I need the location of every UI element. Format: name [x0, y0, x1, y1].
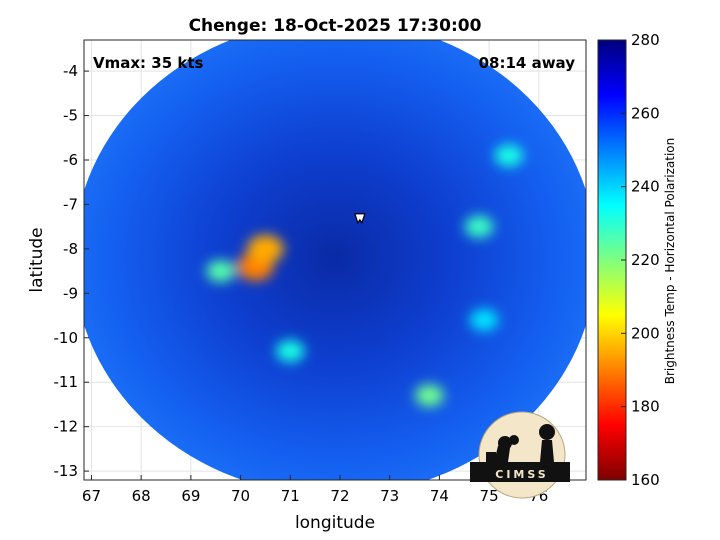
y-tick-label: -8: [63, 240, 78, 258]
colorbar-tick-label: 160: [631, 471, 660, 489]
y-tick-label: -9: [63, 284, 78, 302]
colorbar-tick-label: 220: [631, 251, 660, 269]
colorbar-tick-label: 240: [631, 178, 660, 196]
x-tick-label: 73: [380, 487, 399, 505]
x-tick-label: 70: [231, 487, 250, 505]
y-axis-label: latitude: [27, 227, 47, 292]
chart-title: Chenge: 18-Oct-2025 17:30:00: [189, 16, 482, 36]
cimss-logo-text: CIMSS: [495, 468, 548, 481]
x-tick-label: 71: [281, 487, 300, 505]
colorbar-ticks: 160 180 200 220 240 260 280: [621, 31, 660, 489]
x-axis-label: longitude: [295, 513, 375, 533]
y-tick-label: -12: [54, 418, 79, 436]
colorbar-tick-label: 280: [631, 31, 660, 49]
warm-feature: [206, 260, 235, 283]
y-tick-label: -10: [54, 329, 79, 347]
storm-center-marker: [354, 213, 366, 225]
y-tick-label: -6: [63, 151, 78, 169]
y-tick-label: -5: [63, 107, 78, 125]
microwave-swath: [84, 40, 586, 480]
warm-feature: [275, 340, 305, 363]
warm-feature: [469, 309, 499, 331]
warm-feature: [415, 384, 444, 407]
x-tick-label: 72: [330, 487, 349, 505]
y-tick-label: -4: [63, 62, 78, 80]
warm-feature: [494, 144, 524, 167]
x-tick-label: 69: [181, 487, 200, 505]
warm-features: [206, 144, 524, 407]
cimss-logo: CIMSS: [470, 411, 570, 499]
x-tick-label: 68: [132, 487, 151, 505]
y-axis-ticks: -4 -5 -6 -7 -8 -9 -10 -11 -12 -13: [54, 62, 89, 480]
vmax-annotation: Vmax: 35 kts: [93, 54, 203, 72]
colorbar-label: Brightness Temp - Horizontal Polarizatio…: [663, 138, 677, 385]
y-tick-label: -7: [63, 195, 78, 213]
colorbar: 160 180 200 220 240 260 280 Brightness Temp - …: [597, 31, 677, 489]
warm-feature: [464, 215, 494, 238]
plot-frame: [83, 39, 587, 481]
colorbar-tick-label: 260: [631, 104, 660, 122]
x-tick-label: 74: [430, 487, 449, 505]
warm-feature: [247, 234, 284, 263]
colorbar-tick-label: 200: [631, 324, 660, 342]
time-away-annotation: 08:14 away: [479, 54, 576, 72]
y-tick-label: -11: [54, 373, 79, 391]
x-axis-ticks: 67 68 69 70 71 72 73 74 75 76: [82, 475, 548, 505]
y-tick-label: -13: [54, 462, 79, 480]
x-tick-label: 75: [480, 487, 499, 505]
colorbar-tick-label: 180: [631, 398, 660, 416]
x-tick-label: 67: [82, 487, 101, 505]
